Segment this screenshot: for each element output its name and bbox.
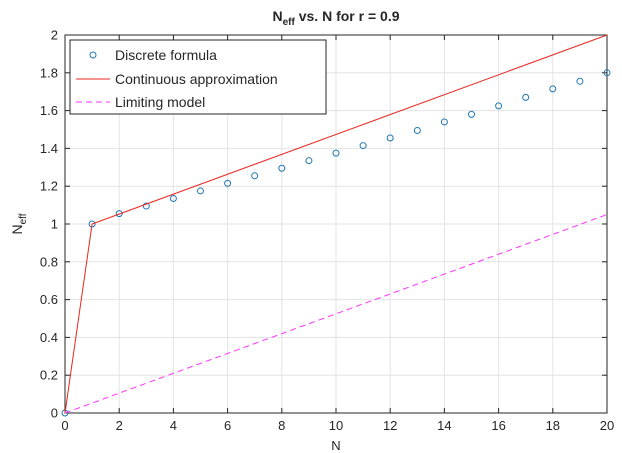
discrete-formula-point — [224, 179, 232, 187]
legend-label-limiting: Limiting model — [115, 94, 205, 110]
ticks: 0 2 4 6 8 10 12 14 16 18 20 0 0.2 0.4 0.6 0.8 1 1.2 1.4 1.6… — [40, 28, 614, 434]
discrete-formula-point — [413, 126, 421, 134]
legend: Discrete formula Continuous approximatio… — [69, 39, 327, 115]
x-tick-label: 2 — [116, 418, 123, 433]
legend-label-continuous: Continuous approximation — [115, 71, 278, 87]
chart-title: Neff vs. N for r = 0.9 — [272, 8, 399, 28]
y-tick-label: 1.6 — [40, 103, 58, 118]
x-tick-label: 8 — [278, 418, 285, 433]
series-layer — [61, 34, 611, 417]
x-tick-label: 14 — [437, 418, 451, 433]
legend-marker-discrete — [89, 51, 97, 59]
x-tick-label: 0 — [61, 418, 68, 433]
y-tick-label: 1.8 — [40, 65, 58, 80]
discrete-formula-point — [115, 210, 123, 218]
discrete-formula-point — [278, 164, 286, 172]
x-tick-label: 16 — [491, 418, 505, 433]
y-tick-label: 0 — [51, 406, 58, 421]
legend-label-discrete: Discrete formula — [115, 47, 217, 63]
discrete-formula-point — [549, 85, 557, 93]
discrete-formula-point — [522, 93, 530, 101]
discrete-formula-point — [359, 142, 367, 150]
discrete-formula-point — [197, 187, 204, 195]
discrete-formula-point — [251, 172, 259, 180]
discrete-formula-point — [495, 102, 503, 110]
y-tick-label: 0.6 — [40, 292, 58, 307]
y-tick-label: 1.2 — [40, 179, 58, 194]
x-tick-label: 20 — [600, 418, 614, 433]
discrete-formula-point — [142, 202, 150, 210]
discrete-formula-point — [169, 194, 177, 202]
x-tick-label: 4 — [170, 418, 177, 433]
discrete-formula-point — [440, 118, 448, 126]
x-tick-label: 6 — [224, 418, 231, 433]
continuous-approximation-line — [64, 34, 608, 414]
discrete-formula-point — [386, 134, 394, 142]
y-tick-label: 1.4 — [40, 141, 58, 156]
limiting-model-line — [64, 214, 608, 414]
y-tick-label: 2 — [51, 28, 58, 43]
x-tick-label: 12 — [383, 418, 397, 433]
discrete-formula-point — [305, 157, 313, 165]
y-tick-label: 1 — [51, 217, 58, 232]
y-tick-label: 0.8 — [40, 254, 58, 269]
discrete-formula-point — [468, 110, 475, 118]
x-tick-label: 10 — [329, 418, 343, 433]
discrete-formula-point — [603, 69, 611, 77]
discrete-formula-point — [332, 149, 340, 157]
x-tick-label: 18 — [546, 418, 560, 433]
discrete-formula-point — [576, 77, 584, 85]
y-tick-label: 0.2 — [40, 368, 58, 383]
grid — [65, 35, 607, 413]
x-axis-label: N — [331, 438, 340, 453]
legend-box — [69, 39, 327, 115]
y-tick-label: 0.4 — [40, 330, 58, 345]
y-axis-label: Neff — [9, 213, 29, 234]
